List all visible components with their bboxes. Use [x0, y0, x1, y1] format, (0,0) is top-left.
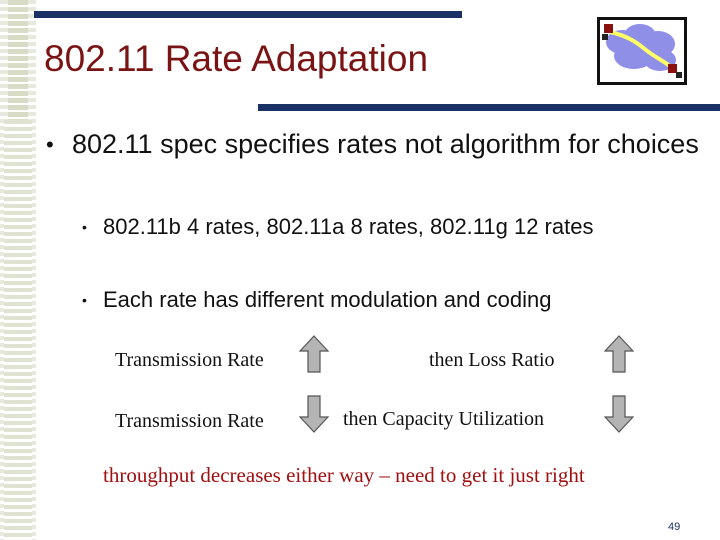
down-arrow-icon — [298, 395, 330, 438]
sub-bullet-modulation: • Each rate has different modulation and… — [82, 285, 702, 315]
network-cloud-logo — [597, 17, 687, 85]
bullet-glyph: • — [82, 292, 87, 308]
relation-2-left-label: Transmission Rate — [115, 410, 264, 432]
title-top-bar — [34, 11, 462, 18]
sub-bullet-text: 802.11b 4 rates, 802.11a 8 rates, 802.11… — [103, 214, 594, 239]
up-arrow-icon — [298, 335, 330, 378]
bullet-glyph: • — [82, 219, 87, 235]
up-arrow-icon — [603, 335, 635, 378]
page-number: 49 — [668, 521, 681, 533]
stripe-rail — [4, 120, 32, 540]
slide-title: 802.11 Rate Adaptation — [44, 38, 429, 79]
sub-bullet-rate-counts: • 802.11b 4 rates, 802.11a 8 rates, 802.… — [82, 212, 692, 242]
relation-1-right-label: then Loss Ratio — [429, 349, 555, 371]
bullet-glyph: • — [46, 132, 54, 157]
title-under-bar — [258, 104, 720, 111]
conclusion-text: throughput decreases either way – need t… — [103, 463, 585, 487]
sub-bullet-text: Each rate has different modulation and c… — [103, 287, 552, 312]
stripe-top-block — [8, 0, 28, 120]
network-cloud-icon — [602, 24, 682, 78]
relation-1-left-label: Transmission Rate — [115, 349, 264, 371]
down-arrow-icon — [603, 395, 635, 438]
relation-2-right-label: then Capacity Utilization — [343, 408, 545, 430]
left-decorative-stripes — [0, 0, 36, 540]
bullet-text: 802.11 spec specifies rates not algorith… — [72, 129, 699, 159]
bullet-rates-spec: • 802.11 spec specifies rates not algori… — [46, 128, 711, 161]
